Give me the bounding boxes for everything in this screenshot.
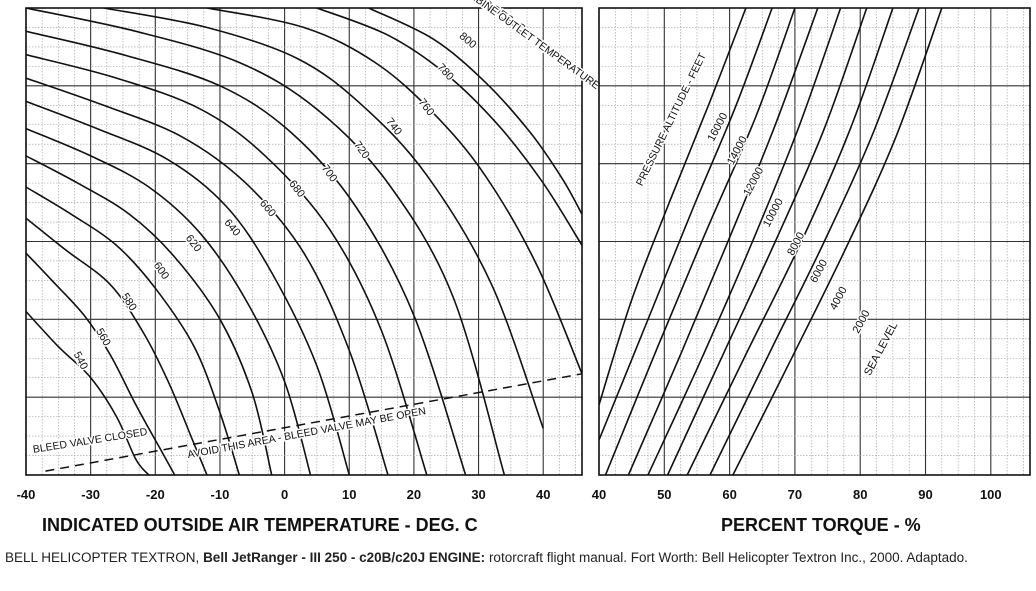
- x-tick-label: -30: [81, 487, 100, 502]
- chart-annotation: AVOID THIS AREA - BLEED VALVE MAY BE OPE…: [187, 405, 427, 461]
- x-tick-label: 100: [980, 487, 1002, 502]
- curve-label: 800: [457, 30, 479, 51]
- x-tick-label: 30: [471, 487, 485, 502]
- curve-2000: [709, 8, 920, 475]
- curve-label: 620: [183, 233, 204, 255]
- x-tick-label: 50: [657, 487, 671, 502]
- right-x-axis-title: PERCENT TORQUE - %: [721, 515, 921, 535]
- curve-780: [206, 8, 582, 375]
- curve-620: [26, 155, 273, 475]
- x-tick-label: 40: [592, 487, 606, 502]
- curve-700: [26, 53, 428, 475]
- caption-rest: rotorcraft flight manual. Fort Worth: Be…: [485, 550, 968, 565]
- curve-label: 640: [221, 217, 242, 239]
- curve-label: SEA LEVEL: [862, 320, 900, 377]
- x-tick-label: 80: [853, 487, 867, 502]
- source-caption: BELL HELICOPTER TEXTRON, Bell JetRanger …: [5, 549, 1031, 567]
- plot-frame: [598, 7, 1031, 476]
- x-tick-label: 40: [536, 487, 550, 502]
- curve-560: [26, 252, 176, 475]
- curve-label: 580: [119, 291, 139, 313]
- chart-annotation: PRESSURE ALTITUDE - FEET: [634, 51, 709, 188]
- x-tick-label: 70: [788, 487, 802, 502]
- curve-760: [103, 8, 544, 429]
- chart-annotation: TURBINE OUTLET TEMPERATURE: [456, 0, 602, 92]
- curve-8000: [647, 8, 842, 475]
- x-tick-label: -40: [17, 487, 36, 502]
- curve-10000: [627, 8, 819, 475]
- curve-16000: [599, 8, 747, 406]
- grid: [598, 7, 1030, 476]
- x-tick-label: 90: [918, 487, 932, 502]
- x-tick-label: 60: [722, 487, 736, 502]
- curve-600: [26, 186, 241, 475]
- curve-640: [26, 127, 312, 475]
- curve-label: 12000: [741, 165, 766, 198]
- torque-altitude-panel: 40 50 60 70 80 90 1001600014000120001000080006…: [592, 7, 1031, 502]
- curve-4000: [686, 8, 894, 475]
- curve-6000: [666, 8, 868, 475]
- curve-label: 560: [93, 326, 113, 348]
- curve-680: [26, 77, 389, 475]
- curve-label: 8000: [785, 230, 807, 257]
- caption-title: Bell JetRanger - III 250 - c20B/c20J ENG…: [203, 550, 486, 565]
- curve-12000: [604, 8, 796, 475]
- curve-label: 740: [383, 116, 404, 138]
- left-x-axis-title: INDICATED OUTSIDE AIR TEMPERATURE - DEG.…: [42, 515, 478, 535]
- curve-800: [316, 8, 582, 246]
- curves: [599, 8, 943, 475]
- curve-810-deg-c: [368, 8, 582, 215]
- x-tick-label: -10: [211, 487, 230, 502]
- caption-org: BELL HELICOPTER TEXTRON,: [5, 550, 204, 565]
- curve-sea-level: [732, 8, 943, 475]
- curve-14000: [599, 8, 773, 441]
- curve-540: [26, 310, 150, 475]
- bleed-valve-boundary: [45, 373, 583, 472]
- x-tick-label: 0: [281, 487, 288, 502]
- x-tick-label: 10: [342, 487, 356, 502]
- curve-label: 600: [151, 260, 171, 282]
- curve-label: 660: [257, 198, 278, 220]
- x-tick-label: 20: [407, 487, 421, 502]
- curve-660: [26, 100, 351, 475]
- curve-720: [26, 30, 467, 475]
- curve-label: 6000: [808, 258, 830, 285]
- curve-label: 540: [71, 350, 90, 372]
- curve-740: [26, 8, 506, 475]
- x-tick-label: -20: [146, 487, 165, 502]
- plot-frame: [25, 7, 583, 476]
- curve-label: 4000: [828, 285, 850, 312]
- curve-label: 2000: [851, 308, 873, 335]
